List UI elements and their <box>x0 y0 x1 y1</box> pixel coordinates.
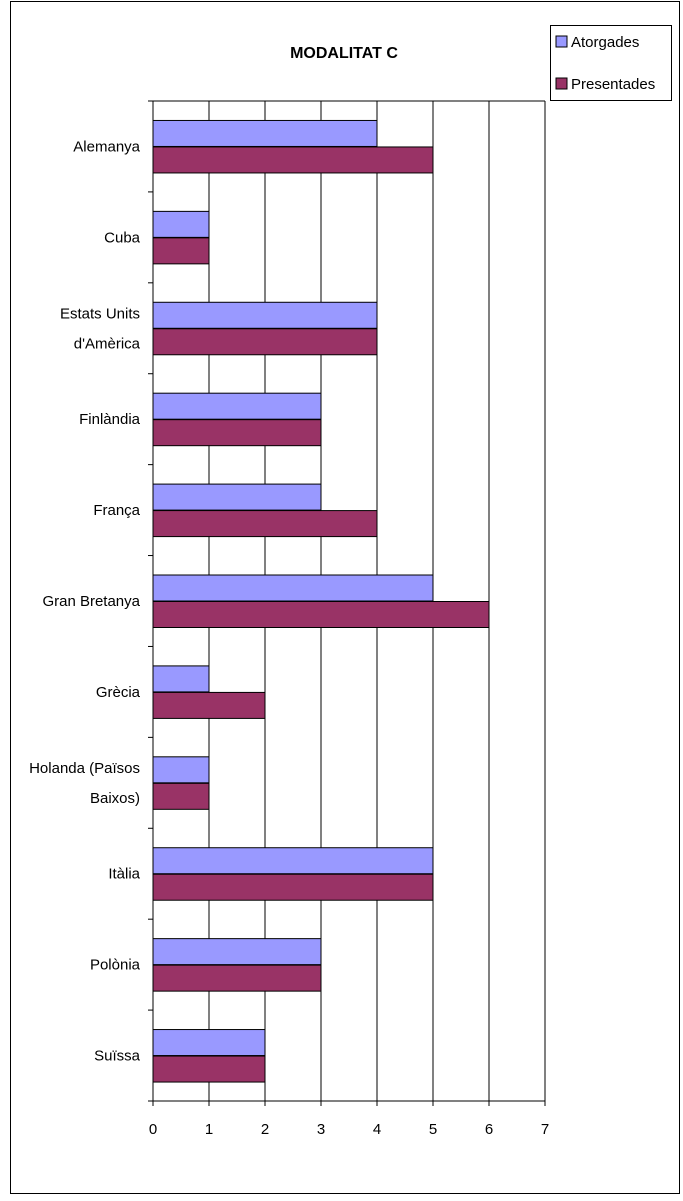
legend-label-atorgades: Atorgades <box>571 34 639 51</box>
category-label-line: Suïssa <box>94 1048 141 1065</box>
category-label: Grècia <box>96 684 141 701</box>
bar-atorgades <box>152 665 210 693</box>
category-label: Cuba <box>104 229 141 246</box>
bar-presentades <box>152 419 322 447</box>
x-tick-label: 6 <box>485 1121 493 1138</box>
chart-title: MODALITAT C <box>290 45 398 62</box>
bar-atorgades <box>152 392 322 420</box>
bar-presentades <box>152 782 210 810</box>
bar-atorgades <box>152 756 210 784</box>
category-label: Itàlia <box>108 866 140 883</box>
category-label-line: d'Amèrica <box>74 335 141 352</box>
bar-atorgades <box>152 483 322 511</box>
category-label: Gran Bretanya <box>42 593 140 610</box>
category-label-line: Baixos) <box>90 790 140 807</box>
category-label-line: Polònia <box>90 957 141 974</box>
category-label: Suïssa <box>94 1048 141 1065</box>
x-tick-label: 1 <box>205 1121 213 1138</box>
category-label: França <box>93 502 140 519</box>
bar-atorgades <box>152 210 210 238</box>
bar-atorgades <box>152 938 322 966</box>
category-label: Polònia <box>90 957 141 974</box>
legend: Atorgades Presentades <box>550 25 672 101</box>
x-tick-label: 5 <box>429 1121 437 1138</box>
category-label: Estats Units d'Amèrica <box>60 305 141 352</box>
category-label-line: Alemanya <box>73 138 140 155</box>
x-tick-label: 2 <box>261 1121 269 1138</box>
bar-atorgades <box>152 574 434 602</box>
category-label-line: Cuba <box>104 229 141 246</box>
x-tick-label: 0 <box>149 1121 157 1138</box>
category-label-line: França <box>93 502 140 519</box>
x-tick-label: 3 <box>317 1121 325 1138</box>
x-tick-label: 7 <box>541 1121 549 1138</box>
bar-presentades <box>152 510 378 538</box>
category-label-line: Estats Units <box>60 305 140 322</box>
legend-label-presentades: Presentades <box>571 76 655 93</box>
bar-presentades <box>152 691 266 719</box>
bar-presentades <box>152 146 434 174</box>
bar-presentades <box>152 601 490 628</box>
category-label: Alemanya <box>73 138 140 155</box>
bars <box>152 119 490 1083</box>
legend-swatch-presentades <box>555 77 568 90</box>
bar-atorgades <box>152 119 378 147</box>
axes <box>148 100 546 1106</box>
bar-presentades <box>152 237 210 265</box>
category-labels: Alemanya Cuba Estats Units d'Amèrica Finlànd… <box>29 138 141 1064</box>
bar-atorgades <box>152 1029 266 1057</box>
bar-presentades <box>152 1055 266 1083</box>
bar-presentades <box>152 964 322 992</box>
category-label: Holanda (Països Baixos) <box>29 760 140 807</box>
category-label-line: Itàlia <box>108 866 140 883</box>
bar-atorgades <box>152 847 434 875</box>
x-tick-labels: 0 1 2 3 4 5 6 7 <box>149 1121 549 1138</box>
x-tick-label: 4 <box>373 1121 381 1138</box>
category-label: Finlàndia <box>79 411 141 428</box>
legend-swatch-atorgades <box>555 35 568 48</box>
category-label-line: Gran Bretanya <box>42 593 140 610</box>
category-label-line: Grècia <box>96 684 141 701</box>
bar-presentades <box>152 873 434 901</box>
category-label-line: Finlàndia <box>79 411 141 428</box>
bar-presentades <box>152 328 378 356</box>
bar-atorgades <box>152 301 378 329</box>
category-label-line: Holanda (Països <box>29 760 140 777</box>
legend-box <box>550 25 672 101</box>
